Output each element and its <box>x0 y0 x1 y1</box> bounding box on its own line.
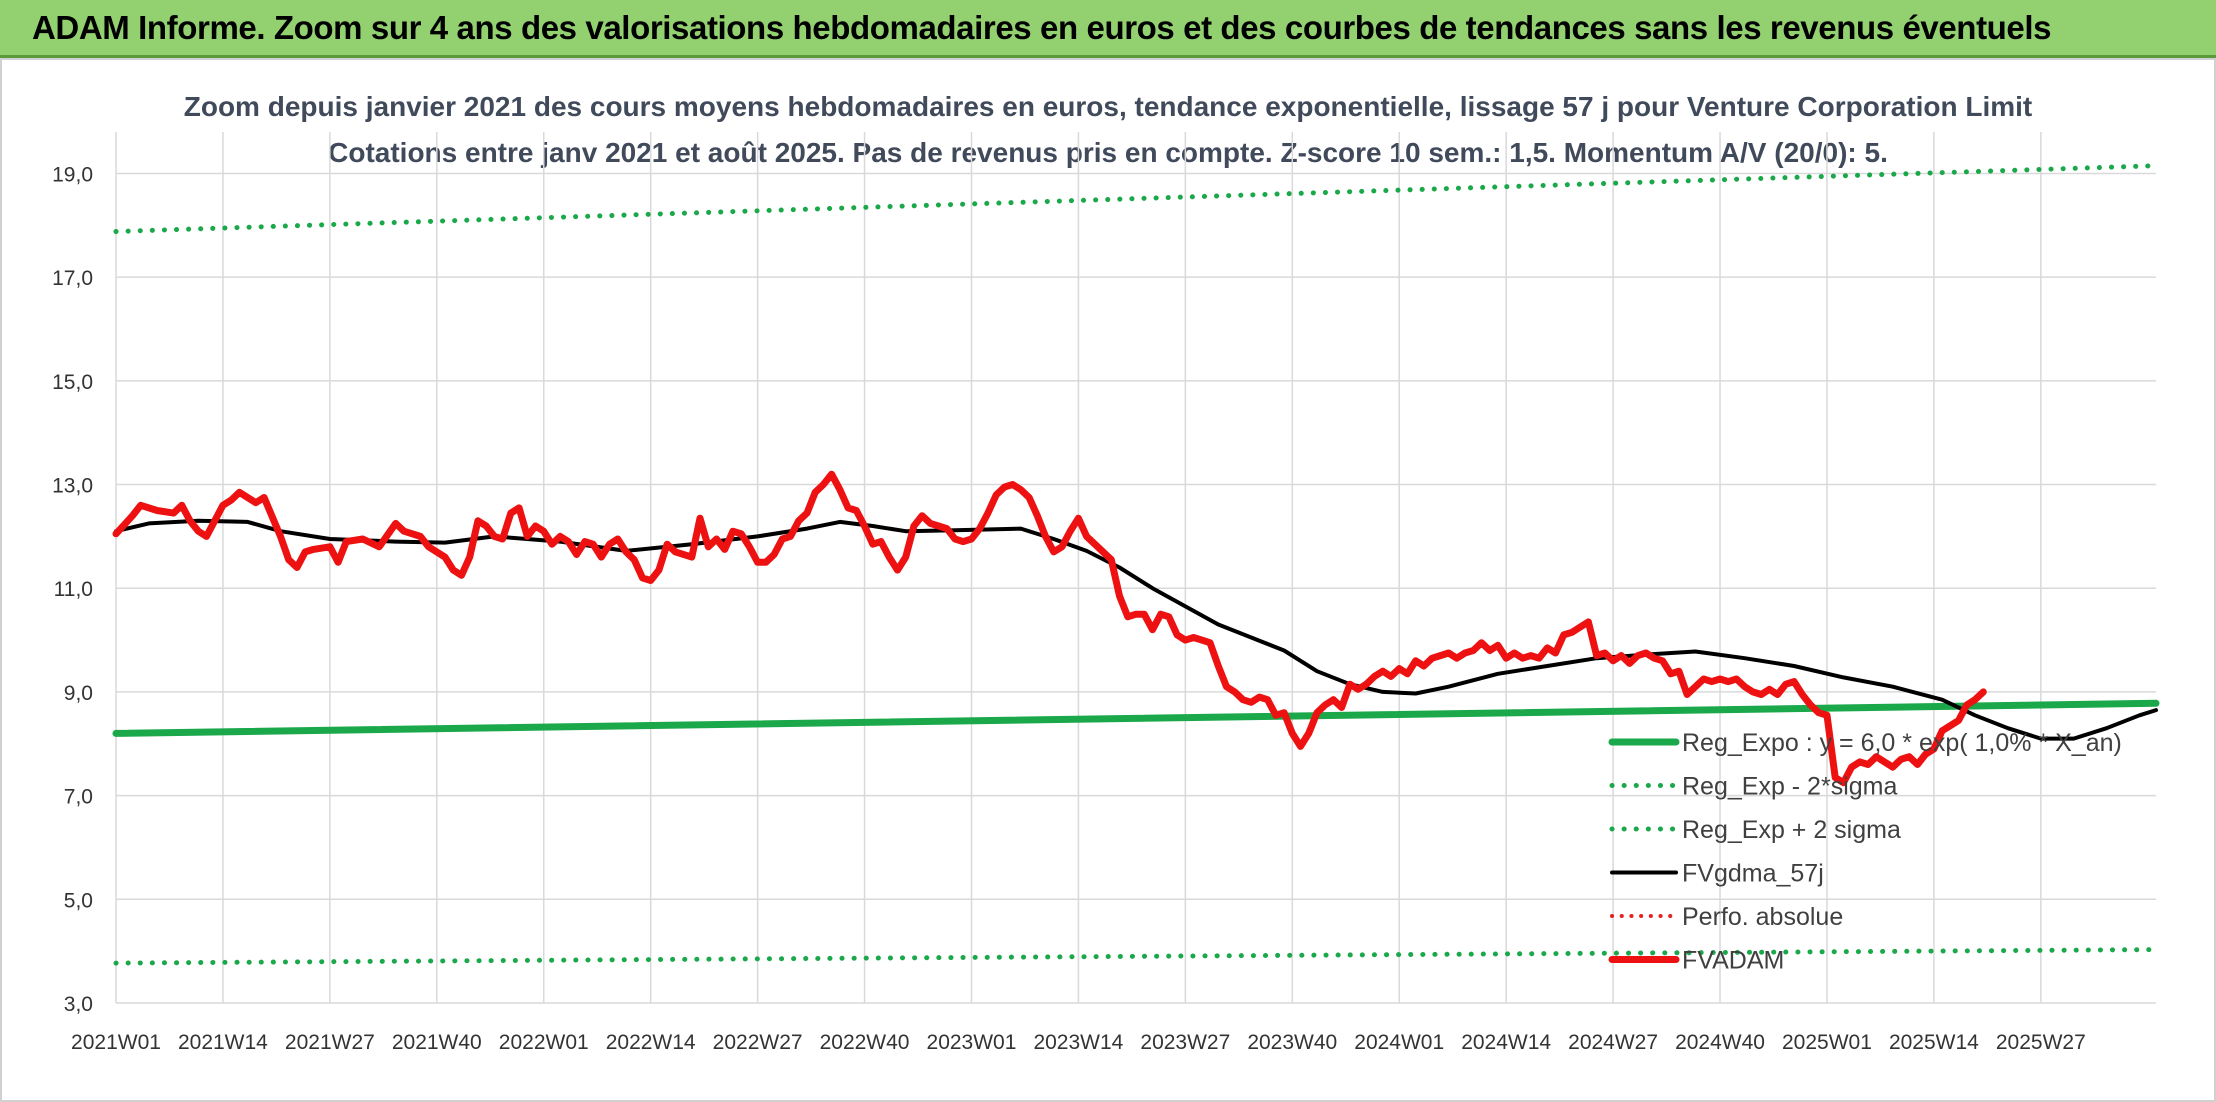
series-line-1 <box>113 947 2159 966</box>
chart-subtitle: Cotations entre janv 2021 et août 2025. … <box>328 137 1888 168</box>
legend-label-0: Reg_Expo : y = 6,0 * exp( 1,0% * X_an) <box>1682 729 2122 757</box>
chart-title: Zoom depuis janvier 2021 des cours moyen… <box>184 91 2033 122</box>
report-title: ADAM Informe. Zoom sur 4 ans des valoris… <box>32 9 2052 46</box>
legend-label-1: Reg_Exp - 2*sigma <box>1682 773 1897 801</box>
y-tick-label: 15,0 <box>52 371 93 394</box>
chart-frame <box>0 58 2216 1102</box>
x-tick-label: 2024W01 <box>1354 1031 1444 1054</box>
y-tick-label: 5,0 <box>64 889 93 912</box>
legend-label-2: Reg_Exp + 2 sigma <box>1682 816 1901 844</box>
x-tick-label: 2022W40 <box>820 1031 910 1054</box>
x-tick-label: 2023W27 <box>1140 1031 1230 1054</box>
gridlines <box>115 132 2156 1004</box>
series-line-5 <box>112 470 1987 787</box>
x-tick-label: 2023W40 <box>1247 1031 1337 1054</box>
series-group <box>112 163 2160 966</box>
y-tick-label: 17,0 <box>52 267 93 290</box>
y-tick-label: 19,0 <box>52 163 93 186</box>
x-tick-label: 2022W27 <box>713 1031 803 1054</box>
legend: Reg_Expo : y = 6,0 * exp( 1,0% * X_an) Re… <box>1608 729 2122 975</box>
series-line-2 <box>113 163 2159 234</box>
x-tick-label: 2022W14 <box>606 1031 696 1054</box>
y-tick-label: 11,0 <box>54 578 93 601</box>
x-axis: 2021W01 2021W14 2021W27 2021W40 2022W01 2022W… <box>71 1031 2086 1054</box>
x-tick-label: 2021W27 <box>285 1031 375 1054</box>
y-tick-label: 7,0 <box>64 786 93 809</box>
x-tick-label: 2024W14 <box>1461 1031 1551 1054</box>
y-axis: 3,0 5,0 7,0 9,0 11,0 13,0 15,0 17,0 19,0 <box>52 163 93 1016</box>
x-tick-label: 2022W01 <box>499 1031 589 1054</box>
x-tick-label: 2021W01 <box>71 1031 161 1054</box>
x-tick-label: 2021W14 <box>178 1031 268 1054</box>
x-tick-label: 2023W14 <box>1033 1031 1123 1054</box>
legend-label-5: FVADAM <box>1682 947 1784 975</box>
report-banner: ADAM Informe. Zoom sur 4 ans des valoris… <box>0 0 2216 58</box>
x-tick-label: 2025W14 <box>1889 1031 1979 1054</box>
x-tick-label: 2025W27 <box>1996 1031 2086 1054</box>
legend-label-4: Perfo. absolue <box>1682 903 1843 931</box>
x-tick-label: 2023W01 <box>927 1031 1017 1054</box>
y-tick-label: 13,0 <box>52 475 93 498</box>
x-tick-label: 2025W01 <box>1782 1031 1872 1054</box>
y-tick-label: 9,0 <box>64 682 93 705</box>
x-tick-label: 2024W27 <box>1568 1031 1658 1054</box>
legend-label-3: FVgdma_57j <box>1682 860 1824 888</box>
x-tick-label: 2024W40 <box>1675 1031 1765 1054</box>
y-tick-label: 3,0 <box>64 993 93 1016</box>
x-tick-label: 2021W40 <box>392 1031 482 1054</box>
